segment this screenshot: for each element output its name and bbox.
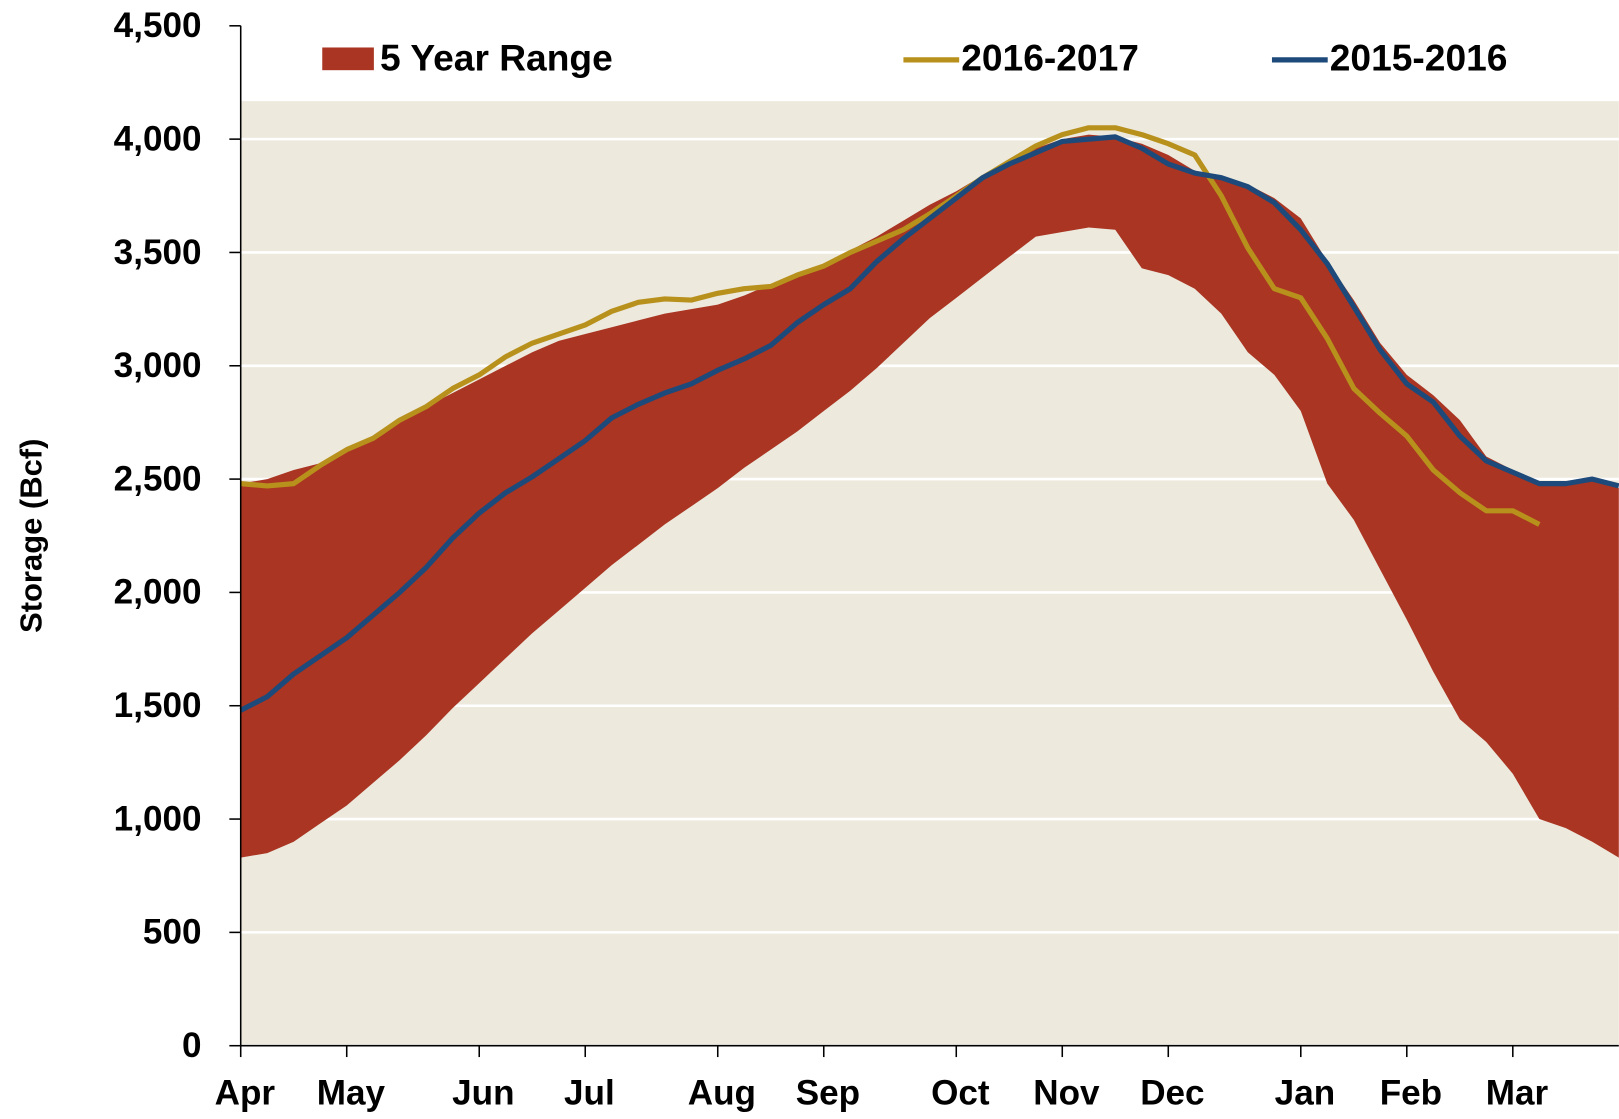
y-tick-label: 4,500 (114, 6, 202, 45)
x-tick-label: Jan (1275, 1074, 1335, 1113)
y-tick-label: 3,000 (114, 346, 202, 385)
x-tick-label: Jun (452, 1074, 514, 1113)
range-band (240, 134, 1619, 858)
legend-label: 2016-2017 (961, 37, 1139, 79)
y-tick-label: 500 (143, 913, 202, 952)
legend-label: 5 Year Range (380, 37, 613, 79)
y-tick-label: 1,500 (114, 686, 202, 725)
x-tick-label: Feb (1380, 1074, 1442, 1113)
x-tick-label: Jul (564, 1074, 615, 1113)
series-line (239, 134, 1619, 713)
x-tick-label: Mar (1486, 1074, 1549, 1113)
y-tick-label: 1,000 (114, 799, 202, 838)
y-tick-label: 2,000 (114, 573, 202, 612)
y-tick-label: 4,000 (114, 119, 202, 158)
x-tick-label: Aug (688, 1074, 756, 1113)
x-tick-label: Apr (215, 1074, 276, 1113)
y-axis-title: Storage (Bcf) (13, 439, 48, 633)
y-tick-label: 3,500 (114, 233, 202, 272)
legend-swatch (322, 47, 374, 71)
x-tick-label: Dec (1140, 1074, 1204, 1113)
y-tick-label: 0 (182, 1026, 202, 1065)
x-tick-label: May (317, 1074, 386, 1113)
legend-label: 2015-2016 (1330, 37, 1508, 79)
y-tick-label: 2,500 (114, 459, 202, 498)
x-tick-label: Sep (796, 1074, 860, 1113)
series-line (240, 125, 1541, 527)
x-tick-label: Oct (931, 1074, 990, 1113)
x-tick-label: Nov (1033, 1074, 1100, 1113)
